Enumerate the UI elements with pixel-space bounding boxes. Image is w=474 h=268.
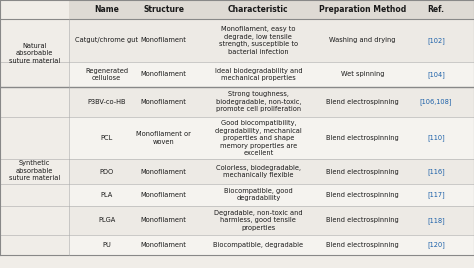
- Text: Blend electrospinning: Blend electrospinning: [326, 99, 399, 105]
- Bar: [69, 159, 474, 184]
- Text: PLA: PLA: [100, 192, 113, 198]
- Text: Preparation Method: Preparation Method: [319, 5, 406, 14]
- Text: Blend electrospinning: Blend electrospinning: [326, 192, 399, 198]
- Text: Blend electrospinning: Blend electrospinning: [326, 217, 399, 223]
- Text: Monofilament: Monofilament: [141, 38, 186, 43]
- Text: [104]: [104]: [427, 71, 445, 78]
- Text: Monofilament: Monofilament: [141, 192, 186, 198]
- Text: Ideal biodegradability and
mechanical properties: Ideal biodegradability and mechanical pr…: [215, 68, 302, 81]
- Text: Monofilament or
woven: Monofilament or woven: [136, 131, 191, 145]
- Text: Synthetic
absorbable
suture material: Synthetic absorbable suture material: [9, 160, 60, 181]
- Text: [110]: [110]: [427, 135, 445, 142]
- Text: P3BV-co-HB: P3BV-co-HB: [87, 99, 126, 105]
- Text: Colorless, biodegradable,
mechanically flexible: Colorless, biodegradable, mechanically f…: [216, 165, 301, 178]
- Text: Monofilament, easy to
degrade, low tensile
strength, susceptible to
bacterial in: Monofilament, easy to degrade, low tensi…: [219, 26, 298, 55]
- Text: Degradable, non-toxic and
harmless, good tensile
properties: Degradable, non-toxic and harmless, good…: [214, 210, 302, 231]
- Text: PLGA: PLGA: [98, 217, 115, 223]
- Text: Washing and drying: Washing and drying: [329, 38, 396, 43]
- Bar: [69, 117, 474, 159]
- Text: Monofilament: Monofilament: [141, 99, 186, 105]
- Text: Monofilament: Monofilament: [141, 241, 186, 248]
- Text: Regenerated
cellulose: Regenerated cellulose: [85, 68, 128, 81]
- Bar: [69, 0, 474, 19]
- Text: [117]: [117]: [427, 191, 445, 198]
- Text: Structure: Structure: [143, 5, 184, 14]
- Bar: [69, 62, 474, 87]
- Text: Good biocompatibility,
degradability, mechanical
properties and shape
memory pro: Good biocompatibility, degradability, me…: [215, 120, 302, 156]
- Bar: [69, 206, 474, 234]
- Text: Catgut/chrome gut: Catgut/chrome gut: [75, 38, 138, 43]
- Text: Biocompatible, degradable: Biocompatible, degradable: [213, 241, 303, 248]
- Bar: [69, 19, 474, 62]
- Text: [118]: [118]: [427, 217, 445, 224]
- Text: Monofilament: Monofilament: [141, 217, 186, 223]
- Text: Biocompatible, good
degradability: Biocompatible, good degradability: [224, 188, 293, 202]
- Text: Ref.: Ref.: [428, 5, 445, 14]
- Text: PCL: PCL: [100, 135, 113, 141]
- Bar: [69, 234, 474, 255]
- Text: [116]: [116]: [427, 168, 445, 175]
- Text: Blend electrospinning: Blend electrospinning: [326, 169, 399, 174]
- Text: Blend electrospinning: Blend electrospinning: [326, 135, 399, 141]
- Text: Natural
absorbable
suture material: Natural absorbable suture material: [9, 43, 60, 64]
- Bar: [69, 87, 474, 117]
- Text: Wet spinning: Wet spinning: [341, 71, 384, 77]
- Text: [120]: [120]: [427, 241, 445, 248]
- Text: PU: PU: [102, 241, 111, 248]
- Text: Strong toughness,
biodegradable, non-toxic,
promote cell proliferation: Strong toughness, biodegradable, non-tox…: [216, 91, 301, 112]
- Text: Blend electrospinning: Blend electrospinning: [326, 241, 399, 248]
- Text: Monofilament: Monofilament: [141, 169, 186, 174]
- Text: Characteristic: Characteristic: [228, 5, 289, 14]
- Text: [106,108]: [106,108]: [420, 98, 452, 105]
- Bar: [69, 184, 474, 206]
- Text: Monofilament: Monofilament: [141, 71, 186, 77]
- Text: Name: Name: [94, 5, 119, 14]
- Text: [102]: [102]: [427, 37, 445, 44]
- Text: PDO: PDO: [100, 169, 114, 174]
